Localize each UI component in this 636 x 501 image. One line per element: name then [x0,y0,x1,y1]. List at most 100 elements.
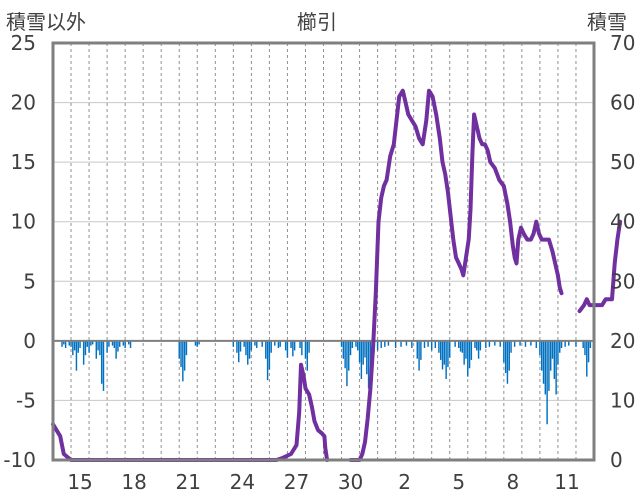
left-tick-label: 15 [11,150,36,174]
bar [196,340,198,347]
bar [587,340,590,363]
bar [447,340,449,368]
bar [494,340,496,346]
bar [270,340,272,353]
bar [557,340,559,365]
bar [292,340,294,357]
bar [180,340,182,368]
right-tick-label: 70 [610,31,635,55]
bar [348,340,350,371]
bar [449,340,451,358]
bar [100,340,103,384]
line-series [51,88,623,462]
bar [499,340,501,347]
bar [586,340,588,377]
bar [357,340,359,351]
bar [86,340,88,347]
left-tick-label: 5 [23,269,36,293]
bar [427,340,429,347]
bar [485,340,487,349]
bar [178,340,180,359]
bar [75,340,78,371]
bar [243,340,245,347]
bar [362,340,364,365]
bar [61,340,63,347]
x-tick-label: 30 [338,470,363,494]
right-tick-label: 30 [610,269,635,293]
bar [349,340,352,356]
bar [411,340,413,349]
bar [434,340,437,349]
left-tick-label: 0 [23,329,36,353]
bar [64,340,67,349]
snow-depth-line [348,88,564,462]
bar [445,340,447,379]
bar [454,340,456,347]
x-tick-label: 21 [176,470,201,494]
bar [441,340,444,370]
bar [513,340,516,347]
bar [589,340,592,349]
bar [68,340,70,346]
bar [568,340,570,346]
bar [461,340,464,353]
bar [239,340,242,352]
bar [384,340,386,347]
bar [423,340,426,349]
bar [245,340,247,356]
bar [488,340,491,347]
bar [430,340,433,351]
bar [540,340,543,371]
bar [380,340,382,349]
bar [113,340,116,349]
bar [535,340,538,349]
x-tick-label: 5 [452,470,465,494]
right-tick-label: 0 [610,448,623,472]
bar [248,340,251,359]
bar [79,340,81,349]
bar [387,340,390,346]
bar [555,340,557,395]
bar [73,340,76,351]
bar [367,340,370,389]
left-tick-label: 25 [11,31,36,55]
bar [470,340,473,360]
bar [559,340,561,353]
bar [467,340,469,377]
right-tick-labels: 0 10 20 30 40 50 60 70 [610,31,635,472]
bar [575,340,577,347]
bar [510,340,512,353]
bar [438,340,440,353]
bar [416,340,418,359]
bar [266,340,269,381]
bar [279,340,281,347]
plot-frame [51,41,596,462]
bar [549,340,552,371]
bar [342,340,345,359]
bar [265,340,267,359]
bar [261,340,263,347]
bar [519,340,521,346]
bar [405,340,408,346]
bar [439,340,442,360]
left-axis-label: 積雪以外 [6,10,86,34]
left-tick-label: -10 [3,448,36,472]
bar [124,340,126,349]
bar [503,340,505,363]
bar [544,340,547,395]
x-tick-label: 11 [554,470,579,494]
bar [346,340,348,387]
bar [129,340,132,349]
bar [70,340,72,347]
bar [459,340,462,352]
bar [564,340,566,347]
bar [546,340,548,425]
bar [232,340,235,347]
left-tick-label: 10 [11,210,36,234]
bar [299,340,301,349]
bar [351,340,354,349]
bar [250,340,253,351]
bar [115,340,117,359]
right-axis-label: 積雪 [587,10,627,34]
